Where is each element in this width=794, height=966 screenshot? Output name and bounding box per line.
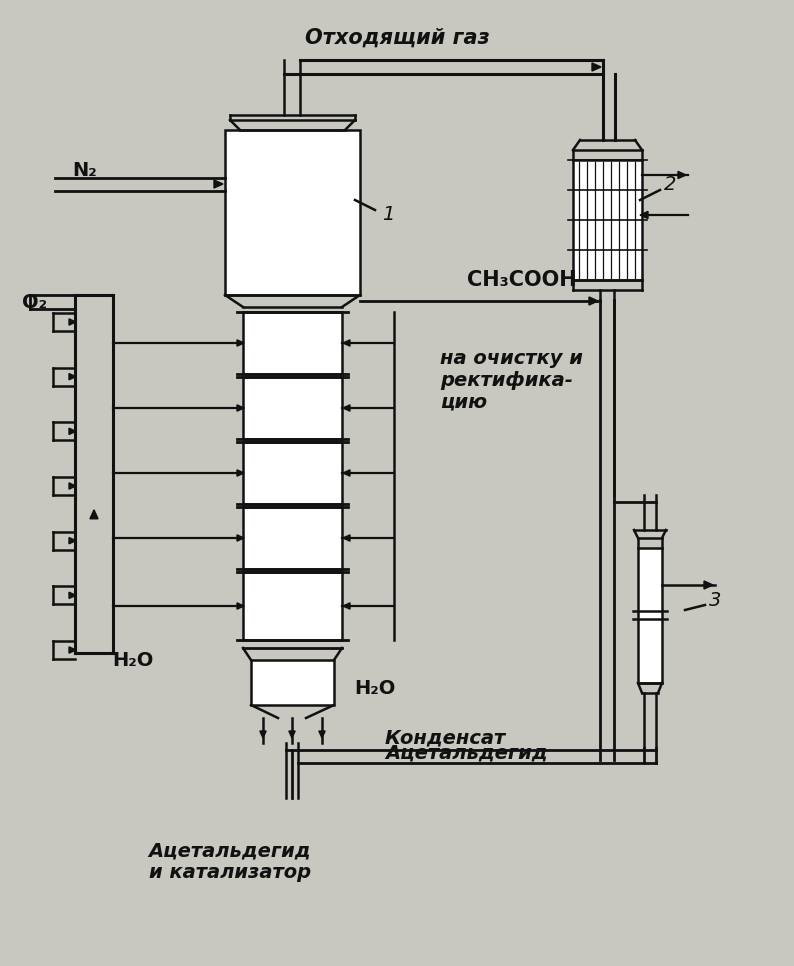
Bar (573, 160, 642, 280)
Text: Отходящий газ: Отходящий газ (305, 28, 489, 48)
Bar (225, 130, 360, 295)
Text: Ацетальдегид: Ацетальдегид (385, 744, 548, 762)
Bar (243, 312, 342, 374)
Polygon shape (343, 535, 350, 541)
Polygon shape (704, 581, 713, 589)
Polygon shape (237, 535, 244, 541)
Text: Конденсат: Конденсат (385, 728, 507, 748)
Text: Ацетальдегид
и катализатор: Ацетальдегид и катализатор (148, 841, 311, 883)
Polygon shape (69, 592, 76, 599)
Polygon shape (90, 510, 98, 519)
Polygon shape (69, 374, 76, 380)
Polygon shape (69, 483, 76, 489)
Polygon shape (589, 297, 598, 305)
Text: H₂O: H₂O (354, 678, 395, 697)
Polygon shape (343, 603, 350, 610)
Text: H₂O: H₂O (112, 650, 154, 669)
Polygon shape (343, 405, 350, 412)
Polygon shape (237, 405, 244, 412)
Bar (638, 548, 662, 683)
Text: CH₃COOH: CH₃COOH (467, 270, 576, 290)
Bar (243, 507, 342, 569)
Polygon shape (214, 180, 223, 188)
Polygon shape (69, 319, 76, 326)
Bar (243, 572, 342, 640)
Polygon shape (260, 731, 266, 738)
Text: на очистку и
ректифика-
цию: на очистку и ректифика- цию (440, 349, 583, 412)
Text: O₂: O₂ (22, 293, 48, 311)
Polygon shape (678, 171, 686, 179)
Bar (243, 442, 342, 504)
Polygon shape (69, 647, 76, 653)
Polygon shape (319, 731, 326, 738)
Polygon shape (640, 212, 648, 218)
Polygon shape (237, 603, 244, 610)
Polygon shape (289, 731, 295, 738)
Polygon shape (69, 537, 76, 544)
Text: N₂: N₂ (72, 161, 98, 181)
Polygon shape (343, 469, 350, 476)
Polygon shape (343, 340, 350, 346)
Text: 3: 3 (709, 590, 721, 610)
Bar (243, 377, 342, 439)
Text: 1: 1 (382, 206, 394, 224)
Polygon shape (69, 428, 76, 435)
Polygon shape (237, 340, 244, 346)
Polygon shape (592, 63, 601, 71)
Bar (251, 660, 334, 705)
Text: 2: 2 (664, 176, 676, 194)
Polygon shape (237, 469, 244, 476)
